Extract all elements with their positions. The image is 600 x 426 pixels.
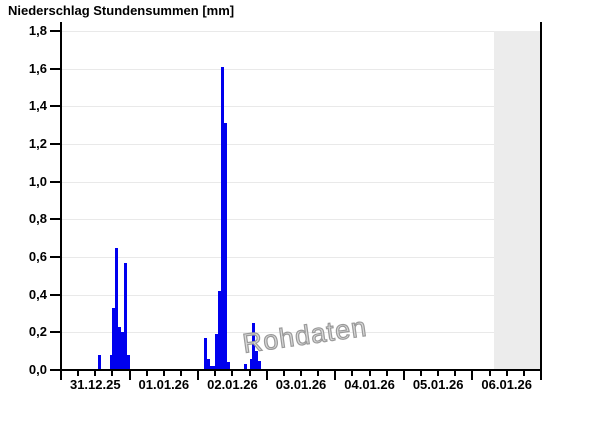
precip-bar [221, 66, 224, 370]
right-border-line [540, 22, 542, 371]
precip-bar [218, 290, 222, 370]
x-major-tick [197, 370, 200, 380]
x-minor-tick [368, 370, 371, 376]
x-minor-tick [454, 370, 457, 376]
y-tick [50, 180, 61, 183]
precip-bar [258, 360, 262, 370]
x-minor-tick [522, 370, 525, 376]
x-minor-tick [282, 370, 285, 376]
gridline [61, 68, 540, 70]
y-axis-line [60, 22, 62, 371]
y-tick [50, 218, 61, 221]
x-day-label: 06.01.26 [481, 377, 532, 392]
x-minor-tick [214, 370, 217, 376]
precip-bar [249, 358, 253, 370]
x-minor-tick [180, 370, 182, 376]
y-tick [50, 369, 61, 371]
x-day-label: 01.01.26 [138, 377, 190, 392]
chart-title: Niederschlag Stundensummen [mm] [8, 3, 235, 18]
gridline [61, 219, 540, 221]
x-minor-tick [488, 370, 491, 376]
precip-bar [126, 354, 130, 370]
x-minor-tick [111, 370, 114, 376]
gridline [61, 106, 540, 108]
y-tick [50, 30, 61, 32]
watermark-rohdaten: Rohdaten [240, 311, 369, 359]
precip-bar [243, 364, 247, 370]
y-tick [50, 331, 61, 334]
x-minor-tick [437, 370, 440, 376]
precip-bar [123, 262, 127, 370]
y-tick [50, 105, 61, 108]
precip-bar [118, 326, 122, 370]
y-tick [50, 143, 61, 145]
x-minor-tick [385, 370, 388, 376]
x-minor-tick [351, 370, 354, 376]
precip-bar [98, 354, 102, 370]
precip-bar [109, 354, 113, 370]
y-tick [50, 293, 61, 296]
gridline [61, 257, 540, 258]
precip-bar [212, 366, 216, 370]
precip-bar [121, 332, 124, 370]
y-tick-label: 0,8 [28, 211, 47, 227]
precip-bar [223, 123, 227, 370]
y-tick-label: 1,0 [28, 173, 47, 189]
precip-bar [115, 247, 119, 370]
x-major-tick [402, 370, 405, 380]
x-day-label: 31.12.25 [69, 377, 121, 392]
x-day-label: 02.01.26 [207, 377, 258, 392]
x-major-tick [128, 370, 131, 380]
gridline [61, 31, 540, 32]
y-tick-label: 1,6 [28, 60, 47, 76]
x-major-tick [60, 370, 62, 380]
x-major-tick [334, 370, 337, 380]
y-tick-label: 1,8 [28, 23, 47, 38]
x-minor-tick [300, 370, 302, 376]
precip-bar [112, 307, 116, 370]
x-minor-tick [420, 370, 422, 376]
x-day-label: 05.01.26 [412, 377, 464, 392]
x-day-label: 04.01.26 [344, 377, 395, 392]
precip-bar [206, 358, 210, 370]
y-tick [50, 67, 61, 70]
x-minor-tick [77, 370, 80, 376]
x-minor-tick [162, 370, 165, 376]
y-tick-label: 0,6 [28, 249, 47, 264]
precip-bar [255, 351, 259, 370]
precip-bar [226, 362, 230, 370]
y-tick-label: 0,0 [28, 362, 47, 377]
y-tick-label: 1,2 [28, 136, 47, 151]
precip-bar [203, 337, 207, 370]
x-day-label: 03.01.26 [275, 377, 327, 392]
y-tick [50, 256, 61, 258]
gridline [61, 294, 540, 296]
x-minor-tick [145, 370, 148, 376]
x-major-tick [471, 370, 474, 380]
precip-bar [209, 366, 213, 370]
x-minor-tick [231, 370, 234, 376]
precip-bar [215, 334, 219, 370]
gridline [61, 181, 540, 183]
gridline [61, 332, 540, 334]
gridline [61, 144, 540, 145]
shaded-future-region [493, 31, 540, 369]
x-minor-tick [317, 370, 320, 376]
x-major-tick [540, 370, 542, 380]
precip-bar [252, 322, 256, 370]
x-minor-tick [94, 370, 97, 376]
x-major-tick [265, 370, 268, 380]
y-tick-label: 0,2 [28, 324, 47, 340]
x-minor-tick [505, 370, 508, 376]
y-tick-label: 0,4 [28, 286, 47, 302]
y-tick-label: 1,4 [28, 98, 47, 114]
x-minor-tick [248, 370, 251, 376]
